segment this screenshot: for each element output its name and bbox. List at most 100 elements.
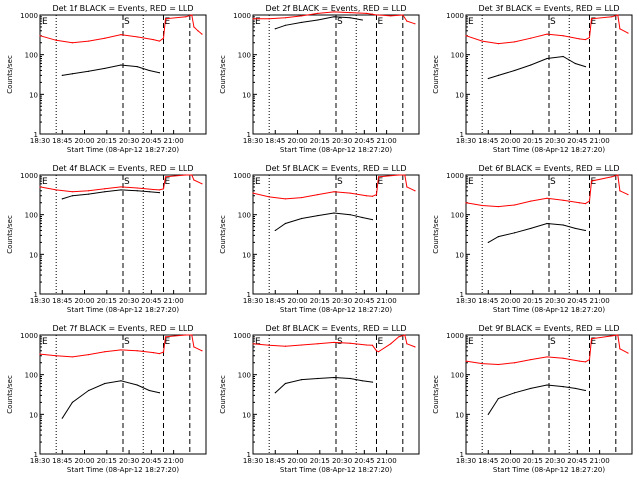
series-point-lld [252, 18, 254, 20]
x-tick-label: 20:30 [545, 137, 565, 145]
series-line-lld [252, 174, 416, 200]
x-tick-label: 18:45 [265, 137, 285, 145]
series-point-lld [193, 179, 195, 181]
x-tick-label: 20:00 [74, 457, 94, 465]
series-point-events [104, 67, 106, 70]
series-point-events [87, 389, 90, 392]
series-point-lld [136, 350, 138, 352]
series-point-lld [627, 352, 629, 354]
series-point-events [530, 387, 532, 390]
series-point-events [349, 214, 351, 216]
series-point-lld [481, 204, 483, 207]
series-point-lld [404, 334, 406, 336]
series-point-lld [300, 196, 303, 199]
y-tick-label: 10 [242, 91, 251, 99]
series-point-events [136, 384, 138, 386]
x-tick-label: 20:15 [523, 137, 543, 145]
x-axis-label: Start Time (08-Apr-12 18:27:20) [280, 306, 392, 314]
series-point-lld [465, 360, 467, 362]
series-point-lld [619, 28, 621, 30]
series-point-lld [465, 202, 467, 204]
eclipse-marker-label: E [377, 177, 383, 187]
series-point-events [87, 193, 90, 195]
series-point-lld [398, 174, 400, 176]
series-point-lld [193, 346, 195, 348]
series-point-events [333, 212, 335, 214]
x-tick-label: 21:00 [164, 457, 184, 465]
series-point-lld [371, 195, 374, 197]
saa-marker-label: S [124, 177, 130, 187]
y-tick-label: 100 [451, 212, 464, 220]
detector-panel-8: Det 8f BLACK = Events, RED = LLD 1 10 100 10… [219, 324, 420, 474]
x-tick-label: 21:00 [590, 297, 610, 305]
x-tick-label: 18:30 [243, 457, 263, 465]
series-point-events [530, 64, 532, 66]
series-point-lld [375, 14, 378, 16]
series-point-lld [164, 18, 167, 20]
series-point-events [274, 392, 276, 394]
detector-panel-2: Det 2f BLACK = Events, RED = LLD 1 10 100 10… [219, 4, 420, 154]
x-tick-label: 20:45 [141, 457, 161, 465]
series-point-lld [193, 26, 195, 28]
y-tick-label: 10 [29, 411, 38, 419]
series-point-lld [55, 39, 57, 41]
y-axis-label: Counts/sec [432, 375, 440, 414]
x-tick-label: 20:30 [119, 457, 139, 465]
series-point-lld [333, 11, 335, 13]
y-axis-label: Counts/sec [219, 55, 227, 94]
series-point-lld [268, 196, 270, 198]
series-line-events [487, 384, 586, 415]
series-point-lld [158, 189, 161, 191]
series-point-lld [414, 23, 416, 25]
y-axis-label: Counts/sec [432, 55, 440, 94]
y-tick-label: 100 [238, 372, 251, 380]
series-point-lld [530, 358, 532, 361]
series-point-lld [619, 190, 621, 192]
detector-panel-5: Det 5f BLACK = Events, RED = LLD 1 10 100 10… [219, 164, 420, 314]
series-point-lld [497, 43, 499, 45]
series-line-events [274, 376, 373, 394]
x-axis-label: Start Time (08-Apr-12 18:27:20) [67, 306, 179, 314]
series-point-lld [185, 16, 187, 18]
x-tick-label: 20:15 [523, 457, 543, 465]
x-tick-label: 20:15 [523, 297, 543, 305]
y-tick-label: 1 [460, 291, 464, 299]
y-tick-label: 1000 [20, 172, 38, 180]
series-point-lld [398, 336, 400, 338]
series-point-lld [268, 18, 270, 20]
series-point-lld [120, 349, 122, 351]
series-point-lld [268, 344, 270, 346]
series-point-events [546, 384, 548, 386]
series-point-events [104, 191, 106, 193]
y-axis-label: Counts/sec [432, 215, 440, 254]
x-tick-label: 20:30 [332, 297, 352, 305]
series-point-lld [87, 354, 90, 356]
series-point-events [513, 69, 516, 72]
detector-panel-9: Det 9f BLACK = Events, RED = LLD 1 10 100 10… [432, 324, 633, 474]
x-tick-label: 20:45 [141, 137, 161, 145]
start-marker-label: E [468, 17, 474, 27]
series-point-lld [611, 16, 613, 18]
saa-marker-label: S [550, 337, 556, 347]
series-line-events [488, 55, 586, 79]
series-point-lld [617, 334, 619, 336]
series-point-lld [120, 186, 122, 188]
y-tick-label: 100 [25, 212, 38, 220]
series-point-lld [185, 334, 187, 336]
series-point-lld [617, 174, 619, 176]
series-point-lld [87, 190, 90, 192]
series-point-lld [39, 35, 41, 37]
series-point-events [300, 21, 303, 24]
series-point-lld [365, 195, 367, 197]
series-point-lld [87, 40, 90, 42]
series-point-lld [377, 351, 380, 353]
y-axis-label: Counts/sec [219, 215, 227, 254]
series-point-lld [588, 358, 591, 361]
start-marker-label: E [42, 337, 48, 347]
series-line-lld [253, 11, 416, 25]
x-tick-label: 21:00 [377, 297, 397, 305]
start-marker-label: E [42, 177, 48, 187]
panel-title: Det 7f BLACK = Events, RED = LLD [52, 324, 193, 333]
series-point-events [497, 397, 499, 400]
